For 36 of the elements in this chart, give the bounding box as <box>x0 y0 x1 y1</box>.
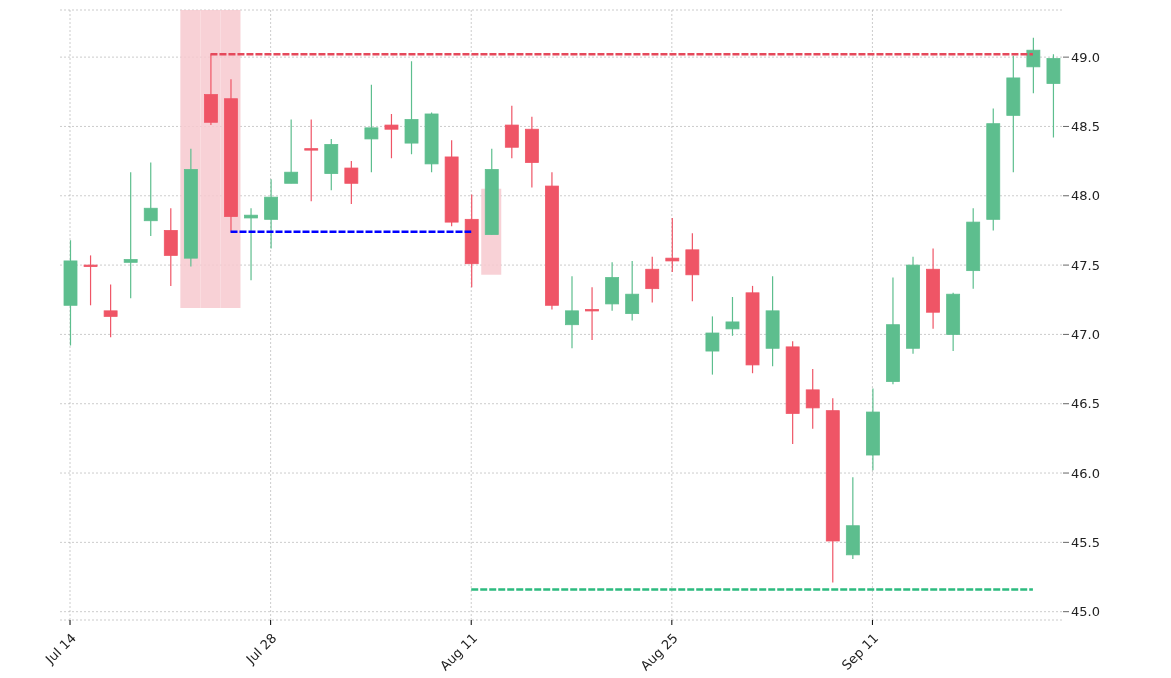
candlestick <box>805 368 820 430</box>
y-tick-label: 48.5 <box>1071 119 1100 135</box>
candlestick <box>284 118 299 184</box>
y-tick-label: 47.5 <box>1071 257 1100 273</box>
candlestick <box>304 118 319 202</box>
x-tick-label: Aug 11 <box>436 630 481 674</box>
candlestick <box>344 160 359 205</box>
candlestick <box>83 254 98 306</box>
candlestick <box>244 207 258 281</box>
y-tick-label: 47.0 <box>1071 327 1100 343</box>
candlestick <box>645 256 660 304</box>
y-tick-label: 46.5 <box>1071 396 1100 412</box>
candlestick <box>565 275 579 349</box>
candlestick <box>665 217 680 273</box>
x-tick-label: Aug 25 <box>637 630 681 674</box>
candlestick <box>404 60 419 155</box>
candlestick <box>1026 37 1041 94</box>
candlestick <box>725 296 740 337</box>
candlestick <box>585 286 599 341</box>
y-tick-label: 45.5 <box>1071 534 1100 550</box>
candlestick <box>504 105 519 159</box>
y-tick-label: 48.0 <box>1071 188 1100 204</box>
candlestick <box>143 161 158 237</box>
candlestick <box>264 178 278 250</box>
x-tick-label: Sep 11 <box>838 630 882 673</box>
candlestick <box>364 84 379 173</box>
y-tick-label: 45.0 <box>1071 604 1100 620</box>
y-tick-label: 49.0 <box>1071 49 1100 65</box>
x-tick-label: Jul 28 <box>242 630 280 668</box>
candlestick <box>103 283 118 338</box>
x-tick-label: Jul 14 <box>41 630 79 668</box>
y-tick-label: 46.0 <box>1071 465 1100 481</box>
candlestick <box>625 260 640 322</box>
candlestick <box>123 171 138 299</box>
candlestick <box>384 113 399 159</box>
candlestick <box>705 315 720 376</box>
